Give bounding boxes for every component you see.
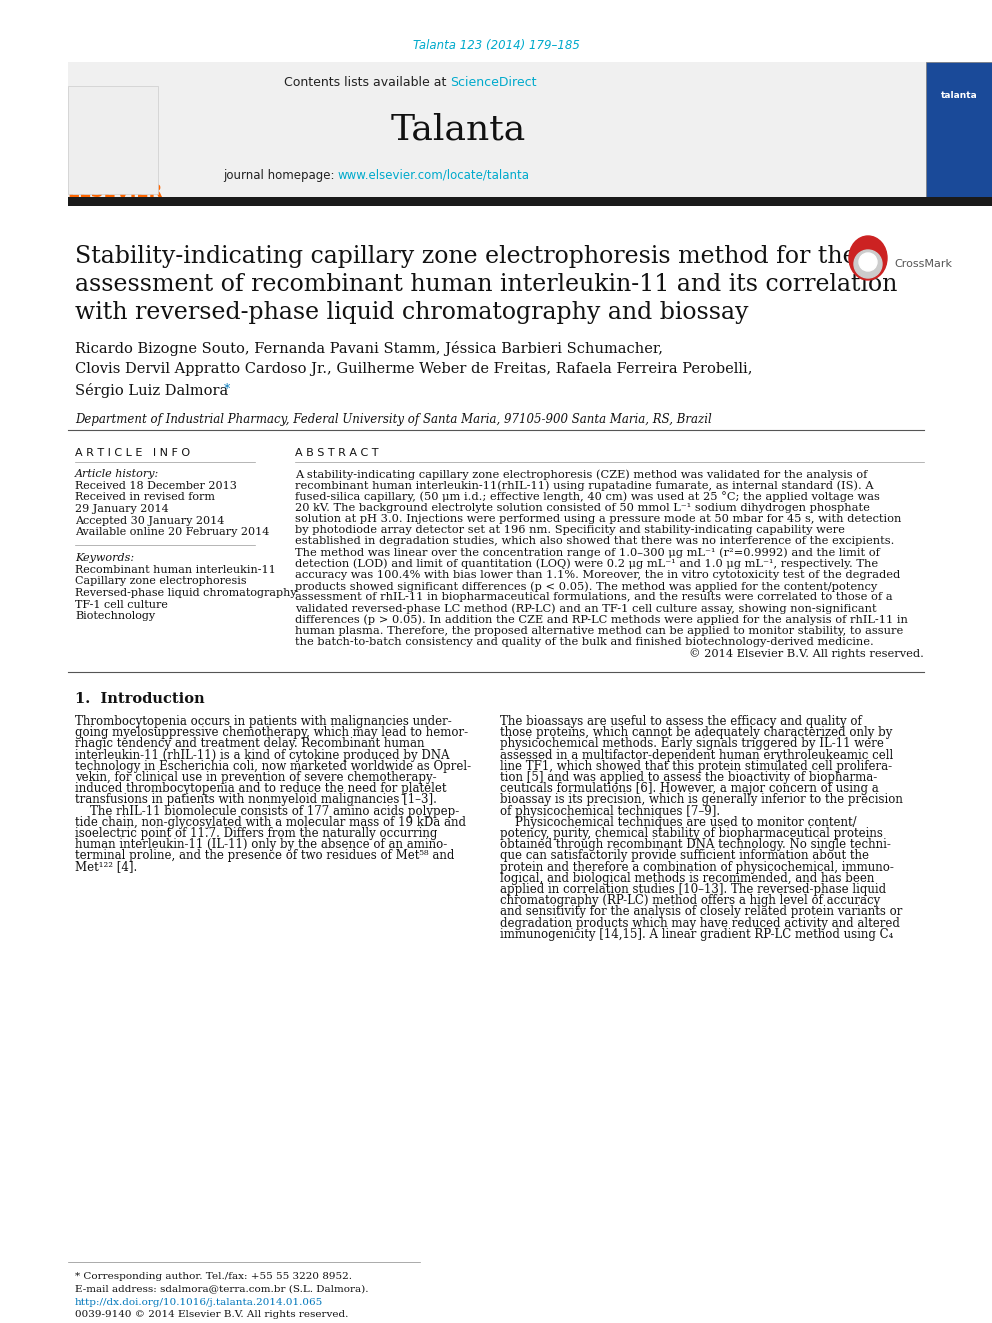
Text: human plasma. Therefore, the proposed alternative method can be applied to monit: human plasma. Therefore, the proposed al… xyxy=(295,626,904,636)
Text: www.elsevier.com/locate/talanta: www.elsevier.com/locate/talanta xyxy=(338,168,530,181)
Text: Available online 20 February 2014: Available online 20 February 2014 xyxy=(75,527,270,537)
Text: A B S T R A C T: A B S T R A C T xyxy=(295,448,379,458)
Text: Capillary zone electrophoresis: Capillary zone electrophoresis xyxy=(75,577,247,586)
Ellipse shape xyxy=(854,250,882,278)
Text: http://dx.doi.org/10.1016/j.talanta.2014.01.065: http://dx.doi.org/10.1016/j.talanta.2014… xyxy=(75,1298,323,1307)
Bar xyxy=(68,86,158,194)
Text: Thrombocytopenia occurs in patients with malignancies under-: Thrombocytopenia occurs in patients with… xyxy=(75,714,451,728)
Text: 1.  Introduction: 1. Introduction xyxy=(75,692,204,706)
Text: CrossMark: CrossMark xyxy=(894,259,952,269)
Text: technology in Escherichia coli, now marketed worldwide as Oprel-: technology in Escherichia coli, now mark… xyxy=(75,759,471,773)
Text: Article history:: Article history: xyxy=(75,468,160,479)
Text: rhagic tendency and treatment delay. Recombinant human: rhagic tendency and treatment delay. Rec… xyxy=(75,737,425,750)
Text: differences (p > 0.05). In addition the CZE and RP-LC methods were applied for t: differences (p > 0.05). In addition the … xyxy=(295,615,908,626)
Text: products showed significant differences (p < 0.05). The method was applied for t: products showed significant differences … xyxy=(295,581,877,591)
Text: Department of Industrial Pharmacy, Federal University of Santa Maria, 97105-900 : Department of Industrial Pharmacy, Feder… xyxy=(75,413,711,426)
Text: assessed in a multifactor-dependent human erythroleukeamic cell: assessed in a multifactor-dependent huma… xyxy=(500,749,893,762)
Text: by photodiode array detector set at 196 nm. Specificity and stability-indicating: by photodiode array detector set at 196 … xyxy=(295,525,845,534)
Text: que can satisfactorily provide sufficient information about the: que can satisfactorily provide sufficien… xyxy=(500,849,869,863)
Text: induced thrombocytopenia and to reduce the need for platelet: induced thrombocytopenia and to reduce t… xyxy=(75,782,446,795)
Text: Met¹²² [4].: Met¹²² [4]. xyxy=(75,860,137,873)
Text: journal homepage:: journal homepage: xyxy=(223,168,338,181)
Text: obtained through recombinant DNA technology. No single techni-: obtained through recombinant DNA technol… xyxy=(500,839,891,851)
Text: The bioassays are useful to assess the efficacy and quality of: The bioassays are useful to assess the e… xyxy=(500,714,862,728)
Text: 20 kV. The background electrolyte solution consisted of 50 mmol L⁻¹ sodium dihyd: 20 kV. The background electrolyte soluti… xyxy=(295,503,870,512)
Text: * Corresponding author. Tel./fax: +55 55 3220 8952.: * Corresponding author. Tel./fax: +55 55… xyxy=(75,1271,352,1281)
Text: assessment of recombinant human interleukin-11 and its correlation: assessment of recombinant human interleu… xyxy=(75,273,898,296)
Text: transfusions in patients with nonmyeloid malignancies [1–3].: transfusions in patients with nonmyeloid… xyxy=(75,794,436,807)
Text: terminal proline, and the presence of two residues of Met⁵⁸ and: terminal proline, and the presence of tw… xyxy=(75,849,454,863)
Text: applied in correlation studies [10–13]. The reversed-phase liquid: applied in correlation studies [10–13]. … xyxy=(500,882,886,896)
Text: Talanta 123 (2014) 179–185: Talanta 123 (2014) 179–185 xyxy=(413,38,579,52)
Text: Reversed-phase liquid chromatography: Reversed-phase liquid chromatography xyxy=(75,587,297,598)
Text: immunogenicity [14,15]. A linear gradient RP-LC method using C₄: immunogenicity [14,15]. A linear gradien… xyxy=(500,927,894,941)
Text: Clovis Dervil Appratto Cardoso Jr., Guilherme Weber de Freitas, Rafaela Ferreira: Clovis Dervil Appratto Cardoso Jr., Guil… xyxy=(75,363,753,376)
Bar xyxy=(926,62,992,198)
Text: bioassay is its precision, which is generally inferior to the precision: bioassay is its precision, which is gene… xyxy=(500,794,903,807)
Text: the batch-to-batch consistency and quality of the bulk and finished biotechnolog: the batch-to-batch consistency and quali… xyxy=(295,636,874,647)
Text: © 2014 Elsevier B.V. All rights reserved.: © 2014 Elsevier B.V. All rights reserved… xyxy=(689,648,924,659)
Text: Received 18 December 2013: Received 18 December 2013 xyxy=(75,482,237,491)
Text: degradation products which may have reduced activity and altered: degradation products which may have redu… xyxy=(500,917,900,930)
Text: logical, and biological methods is recommended, and has been: logical, and biological methods is recom… xyxy=(500,872,874,885)
Text: Ricardo Bizogne Souto, Fernanda Pavani Stamm, Jéssica Barbieri Schumacher,: Ricardo Bizogne Souto, Fernanda Pavani S… xyxy=(75,341,663,356)
Text: interleukin-11 (rhIL-11) is a kind of cytokine produced by DNA: interleukin-11 (rhIL-11) is a kind of cy… xyxy=(75,749,449,762)
Text: tide chain, non-glycosylated with a molecular mass of 19 kDa and: tide chain, non-glycosylated with a mole… xyxy=(75,816,466,828)
Text: and sensitivity for the analysis of closely related protein variants or: and sensitivity for the analysis of clos… xyxy=(500,905,903,918)
Text: physicochemical methods. Early signals triggered by IL-11 were: physicochemical methods. Early signals t… xyxy=(500,737,884,750)
Text: ceuticals formulations [6]. However, a major concern of using a: ceuticals formulations [6]. However, a m… xyxy=(500,782,879,795)
Ellipse shape xyxy=(849,235,887,280)
Text: 29 January 2014: 29 January 2014 xyxy=(75,504,169,515)
Text: A stability-indicating capillary zone electrophoresis (CZE) method was validated: A stability-indicating capillary zone el… xyxy=(295,468,867,479)
Text: protein and therefore a combination of physicochemical, immuno-: protein and therefore a combination of p… xyxy=(500,860,894,873)
Text: Sérgio Luiz Dalmora: Sérgio Luiz Dalmora xyxy=(75,382,228,398)
Text: Physicochemical techniques are used to monitor content/: Physicochemical techniques are used to m… xyxy=(500,816,857,828)
Ellipse shape xyxy=(859,253,877,271)
Text: fused-silica capillary, (50 μm i.d.; effective length, 40 cm) was used at 25 °C;: fused-silica capillary, (50 μm i.d.; eff… xyxy=(295,491,880,503)
Text: Keywords:: Keywords: xyxy=(75,553,134,564)
Text: The rhIL-11 biomolecule consists of 177 amino acids polypep-: The rhIL-11 biomolecule consists of 177 … xyxy=(75,804,459,818)
Text: Recombinant human interleukin-11: Recombinant human interleukin-11 xyxy=(75,565,276,576)
Text: Contents lists available at: Contents lists available at xyxy=(284,77,450,90)
Bar xyxy=(68,62,926,198)
Text: talanta: talanta xyxy=(940,90,977,99)
Text: E-mail address: sdalmora@terra.com.br (S.L. Dalmora).: E-mail address: sdalmora@terra.com.br (S… xyxy=(75,1285,368,1293)
Text: established in degradation studies, which also showed that there was no interfer: established in degradation studies, whic… xyxy=(295,536,895,546)
Bar xyxy=(68,197,992,206)
Text: accuracy was 100.4% with bias lower than 1.1%. Moreover, the in vitro cytotoxici: accuracy was 100.4% with bias lower than… xyxy=(295,570,901,579)
Text: of physicochemical techniques [7–9].: of physicochemical techniques [7–9]. xyxy=(500,804,720,818)
Text: going myelosuppressive chemotherapy, which may lead to hemor-: going myelosuppressive chemotherapy, whi… xyxy=(75,726,468,740)
Text: those proteins, which cannot be adequately characterized only by: those proteins, which cannot be adequate… xyxy=(500,726,893,740)
Text: ELSEVIER: ELSEVIER xyxy=(67,183,163,201)
Text: tion [5] and was applied to assess the bioactivity of biopharma-: tion [5] and was applied to assess the b… xyxy=(500,771,877,785)
Text: ScienceDirect: ScienceDirect xyxy=(450,77,537,90)
Text: Biotechnology: Biotechnology xyxy=(75,611,155,620)
Text: Accepted 30 January 2014: Accepted 30 January 2014 xyxy=(75,516,224,525)
Text: detection (LOD) and limit of quantitation (LOQ) were 0.2 μg mL⁻¹ and 1.0 μg mL⁻¹: detection (LOD) and limit of quantitatio… xyxy=(295,558,878,569)
Text: vekin, for clinical use in prevention of severe chemotherapy-: vekin, for clinical use in prevention of… xyxy=(75,771,436,785)
Text: line TF1, which showed that this protein stimulated cell prolifera-: line TF1, which showed that this protein… xyxy=(500,759,892,773)
Text: A R T I C L E   I N F O: A R T I C L E I N F O xyxy=(75,448,190,458)
Text: human interleukin-11 (IL-11) only by the absence of an amino-: human interleukin-11 (IL-11) only by the… xyxy=(75,839,447,851)
Text: 0039-9140 © 2014 Elsevier B.V. All rights reserved.: 0039-9140 © 2014 Elsevier B.V. All right… xyxy=(75,1310,348,1319)
Text: solution at pH 3.0. Injections were performed using a pressure mode at 50 mbar f: solution at pH 3.0. Injections were perf… xyxy=(295,513,902,524)
Text: TF-1 cell culture: TF-1 cell culture xyxy=(75,599,168,610)
Text: potency, purity, chemical stability of biopharmaceutical proteins: potency, purity, chemical stability of b… xyxy=(500,827,883,840)
Text: Talanta: Talanta xyxy=(391,112,526,147)
Text: *: * xyxy=(220,382,230,396)
Text: with reversed-phase liquid chromatography and biossay: with reversed-phase liquid chromatograph… xyxy=(75,302,749,324)
Text: isoelectric point of 11.7. Differs from the naturally occurring: isoelectric point of 11.7. Differs from … xyxy=(75,827,437,840)
Text: Received in revised form: Received in revised form xyxy=(75,492,215,503)
Text: assessment of rhIL-11 in biopharmaceutical formulations, and the results were co: assessment of rhIL-11 in biopharmaceutic… xyxy=(295,593,893,602)
Text: recombinant human interleukin-11(rhIL-11) using rupatadine fumarate, as internal: recombinant human interleukin-11(rhIL-11… xyxy=(295,480,874,491)
Text: chromatography (RP-LC) method offers a high level of accuracy: chromatography (RP-LC) method offers a h… xyxy=(500,894,880,908)
Text: validated reversed-phase LC method (RP-LC) and an TF-1 cell culture assay, showi: validated reversed-phase LC method (RP-L… xyxy=(295,603,877,614)
Text: Stability-indicating capillary zone electrophoresis method for the: Stability-indicating capillary zone elec… xyxy=(75,245,857,269)
Text: The method was linear over the concentration range of 1.0–300 μg mL⁻¹ (r²=0.9992: The method was linear over the concentra… xyxy=(295,548,880,558)
